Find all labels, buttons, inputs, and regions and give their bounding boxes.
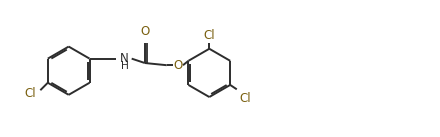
Text: Cl: Cl: [203, 29, 215, 42]
Text: H: H: [121, 61, 129, 71]
Text: Cl: Cl: [239, 92, 251, 105]
Text: O: O: [173, 59, 183, 72]
Text: O: O: [140, 25, 150, 38]
Text: N: N: [119, 52, 128, 65]
Text: Cl: Cl: [24, 87, 36, 100]
